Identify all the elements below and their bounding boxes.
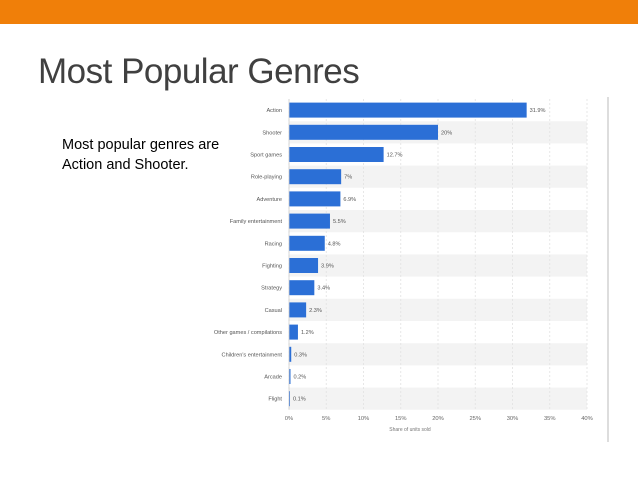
top-accent-bar — [0, 0, 638, 24]
category-label: Strategy — [261, 286, 282, 292]
bar — [289, 102, 527, 118]
value-label: 3.9% — [321, 264, 334, 270]
value-label: 2.3% — [309, 308, 322, 314]
category-label: Family entertainment — [230, 219, 283, 225]
x-tick-label: 35% — [544, 416, 556, 422]
bar — [289, 280, 315, 296]
x-axis-label: Share of units sold — [389, 427, 431, 433]
bar — [289, 391, 290, 407]
category-label: Shooter — [262, 130, 282, 136]
value-label: 20% — [441, 130, 452, 136]
row-stripe — [289, 343, 587, 366]
category-label: Adventure — [257, 197, 283, 203]
value-label: 0.3% — [294, 352, 307, 358]
bar — [289, 346, 292, 362]
bar — [289, 258, 319, 273]
bar — [289, 302, 307, 318]
category-label: Action — [266, 108, 282, 114]
bar — [289, 324, 298, 340]
x-tick-label: 0% — [285, 416, 293, 422]
bar — [289, 191, 341, 207]
value-label: 4.8% — [328, 241, 341, 247]
genre-bar-chart: Action 31.9% Shooter 20% Sport games 12.7% Rol… — [214, 97, 609, 442]
value-label: 31.9% — [530, 108, 546, 114]
bar — [289, 369, 291, 384]
value-label: 7% — [344, 175, 352, 181]
category-label: Role-playing — [251, 175, 282, 181]
x-tick-label: 25% — [469, 416, 481, 422]
row-stripe — [289, 387, 587, 410]
category-label: Flight — [268, 397, 282, 403]
bar — [289, 213, 330, 229]
bar — [289, 147, 384, 162]
bar — [289, 235, 325, 251]
value-label: 12.7% — [387, 153, 403, 159]
value-label: 6.9% — [343, 197, 356, 203]
x-tick-label: 5% — [322, 416, 330, 422]
slide-body-text: Most popular genres are Action and Shoot… — [62, 137, 220, 173]
x-tick-label: 30% — [507, 416, 519, 422]
category-label: Sport games — [250, 153, 282, 159]
category-label: Other games / compilations — [214, 330, 282, 336]
bar — [289, 169, 342, 185]
bar — [289, 124, 438, 140]
value-label: 3.4% — [317, 286, 330, 292]
row-stripe — [289, 298, 587, 321]
category-label: Racing — [265, 241, 282, 247]
category-label: Fighting — [262, 264, 282, 270]
category-label: Arcade — [264, 375, 282, 381]
slide-title: Most Popular Genres — [38, 52, 360, 91]
x-tick-label: 40% — [581, 416, 593, 422]
value-label: 1.2% — [301, 330, 314, 336]
x-tick-label: 15% — [395, 416, 407, 422]
value-label: 5.5% — [333, 219, 346, 225]
category-label: Casual — [265, 308, 282, 314]
x-tick-label: 10% — [358, 416, 370, 422]
value-label: 0.1% — [293, 397, 306, 403]
value-label: 0.2% — [293, 375, 306, 381]
x-tick-label: 20% — [432, 416, 444, 422]
category-label: Children's entertainment — [222, 352, 283, 358]
